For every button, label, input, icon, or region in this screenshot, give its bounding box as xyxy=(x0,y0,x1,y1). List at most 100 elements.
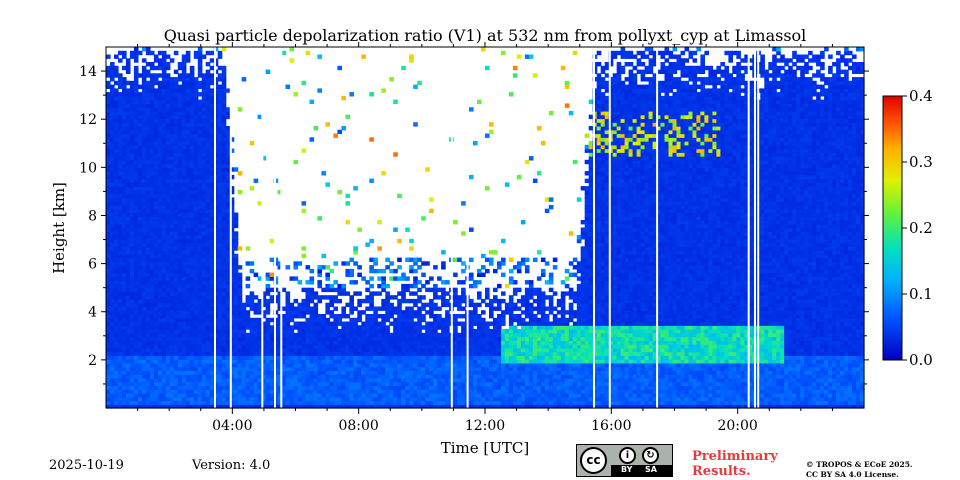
heatmap-cell xyxy=(145,62,151,67)
heatmap-cell xyxy=(122,193,127,199)
heatmap-cell xyxy=(165,250,171,255)
heatmap-cell xyxy=(153,133,159,138)
heatmap-cell xyxy=(193,148,199,153)
heatmap-cell xyxy=(106,295,111,300)
heatmap-cell xyxy=(122,295,127,300)
heatmap-cell xyxy=(193,272,199,277)
heatmap-cell xyxy=(149,250,155,255)
heatmap-cell xyxy=(173,186,179,191)
heatmap-cell xyxy=(229,295,235,300)
heatmap-cell xyxy=(177,295,183,300)
heatmap-cell xyxy=(122,95,127,101)
heatmap-cell xyxy=(237,321,243,326)
heatmap-cell xyxy=(169,110,175,116)
heatmap-cell xyxy=(189,287,195,293)
heatmap-cell xyxy=(265,404,271,409)
heatmap-cell xyxy=(417,347,422,353)
heatmap-cell xyxy=(177,374,183,379)
heatmap-cell xyxy=(361,332,366,338)
heatmap-cell xyxy=(157,268,163,274)
heatmap-cell xyxy=(106,396,111,402)
heatmap-cell xyxy=(205,295,211,300)
heatmap-cell xyxy=(245,396,251,402)
heatmap-cell xyxy=(149,65,155,71)
heatmap-cell xyxy=(305,362,311,368)
heatmap-cell xyxy=(249,377,255,383)
heatmap-cell xyxy=(225,344,231,349)
heatmap-cell xyxy=(241,77,247,82)
heatmap-cell xyxy=(461,385,466,390)
heatmap-cell xyxy=(173,306,179,311)
heatmap-cell xyxy=(157,366,163,371)
heatmap-cell xyxy=(189,103,195,108)
heatmap-cell xyxy=(181,92,187,97)
heatmap-cell xyxy=(205,62,211,67)
heatmap-cell xyxy=(181,332,187,338)
heatmap-cell xyxy=(181,118,187,123)
heatmap-cell xyxy=(165,366,171,371)
heatmap-cell xyxy=(118,246,123,251)
heatmap-cell xyxy=(153,261,159,266)
heatmap-cell xyxy=(413,344,418,349)
heatmap-cell xyxy=(269,332,275,338)
heatmap-cell xyxy=(165,182,171,187)
heatmap-cell xyxy=(197,126,203,131)
heatmap-cell xyxy=(293,332,299,338)
heatmap-cell xyxy=(169,193,175,199)
heatmap-cell xyxy=(129,246,135,251)
heatmap-cell xyxy=(153,336,159,341)
heatmap-cell xyxy=(125,389,131,394)
heatmap-cell xyxy=(106,261,111,266)
heatmap-cell xyxy=(313,393,319,398)
heatmap-cell xyxy=(333,359,338,364)
heatmap-cell xyxy=(413,370,418,375)
heatmap-cell xyxy=(209,317,215,323)
heatmap-cell xyxy=(229,238,235,244)
heatmap-cell xyxy=(110,246,115,251)
heatmap-cell xyxy=(106,133,111,138)
heatmap-cell xyxy=(141,152,147,157)
heatmap-cell xyxy=(341,396,346,402)
heatmap-cell xyxy=(181,321,187,326)
heatmap-cell xyxy=(181,208,187,214)
heatmap-cell xyxy=(145,193,151,199)
heatmap-cell xyxy=(209,381,215,387)
heatmap-cell xyxy=(337,377,342,383)
heatmap-cell xyxy=(122,347,127,353)
heatmap-cell xyxy=(185,340,191,345)
heatmap-cell xyxy=(149,167,155,172)
heatmap-cell xyxy=(221,374,227,379)
heatmap-cell xyxy=(118,193,123,199)
heatmap-cell xyxy=(177,204,183,210)
heatmap-cell xyxy=(325,340,330,345)
heatmap-cell xyxy=(257,298,263,304)
heatmap-cell xyxy=(285,310,291,315)
heatmap-cell xyxy=(161,242,167,247)
heatmap-cell xyxy=(373,325,378,330)
heatmap-cell xyxy=(245,366,251,371)
heatmap-cell xyxy=(181,54,187,59)
heatmap-cell xyxy=(409,321,414,326)
heatmap-cell xyxy=(293,340,299,345)
heatmap-cell xyxy=(189,88,195,93)
heatmap-cell xyxy=(393,393,398,398)
heatmap-cell xyxy=(265,291,271,296)
heatmap-cell xyxy=(229,400,235,405)
heatmap-cell xyxy=(185,250,191,255)
heatmap-cell xyxy=(149,223,155,229)
heatmap-cell xyxy=(169,265,175,270)
heatmap-cell xyxy=(357,404,362,409)
heatmap-cell xyxy=(413,385,418,390)
heatmap-cell xyxy=(209,77,215,82)
heatmap-cell xyxy=(285,265,291,270)
heatmap-cell xyxy=(129,336,135,341)
heatmap-cell xyxy=(197,314,203,319)
heatmap-cell xyxy=(177,393,183,398)
heatmap-cell xyxy=(233,265,239,270)
heatmap-cell xyxy=(333,370,338,375)
heatmap-cell xyxy=(181,276,187,281)
heatmap-cell xyxy=(253,272,259,277)
heatmap-cell xyxy=(129,242,135,247)
heatmap-cell xyxy=(165,156,171,161)
heatmap-cell xyxy=(489,404,494,409)
